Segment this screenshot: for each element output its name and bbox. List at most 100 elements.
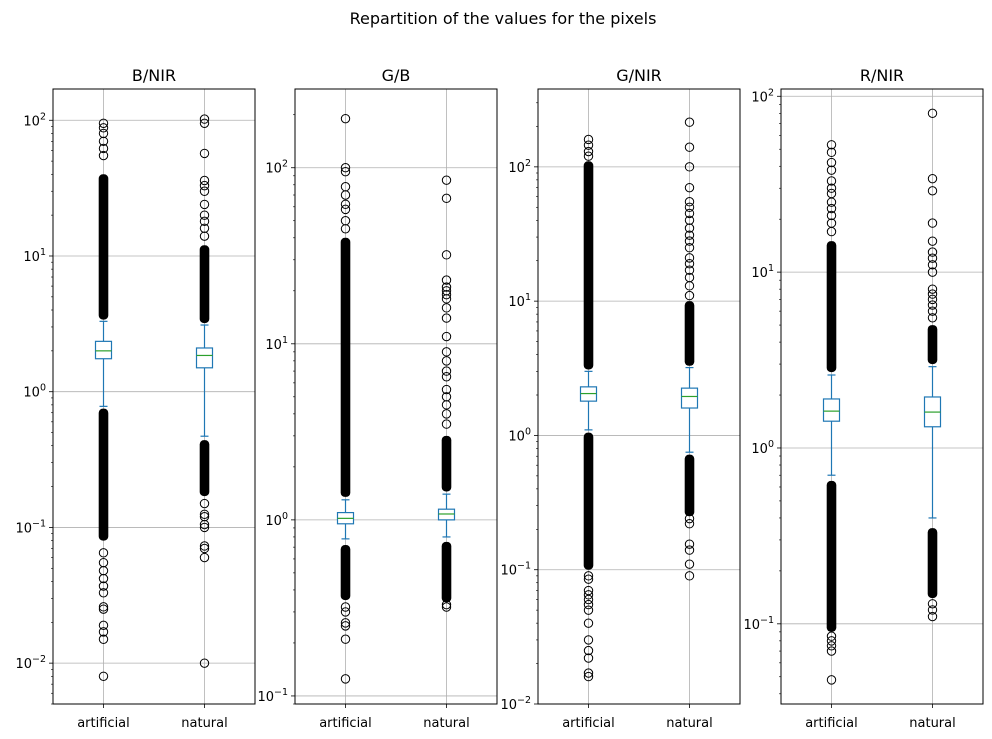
outlier-point — [340, 618, 351, 628]
outlier-point — [927, 236, 938, 246]
outlier-point — [684, 539, 695, 549]
y-tick-label: 100 — [23, 383, 46, 401]
outlier-band — [684, 454, 695, 517]
outlier-point — [927, 284, 938, 294]
outlier-point — [98, 573, 109, 584]
outlier-point — [199, 509, 210, 519]
y-tick-label: 10−2 — [15, 654, 46, 672]
outlier-point — [441, 282, 452, 292]
outlier-point — [98, 143, 109, 154]
outlier-point — [927, 218, 938, 228]
outlier-point — [826, 147, 837, 158]
y-tick-label: 10−1 — [257, 687, 288, 705]
outlier-point — [684, 162, 695, 172]
outlier-point — [340, 674, 351, 684]
outlier-point — [826, 646, 837, 656]
outlier-band — [927, 325, 938, 365]
outlier-point — [441, 275, 452, 285]
outlier-point — [98, 627, 109, 637]
panel-title: G/B — [382, 66, 411, 85]
outlier-point — [927, 173, 938, 184]
outlier-band — [340, 544, 351, 601]
outlier-point — [340, 113, 351, 124]
x-tick-label: natural — [181, 716, 227, 731]
y-tick-label: 101 — [508, 292, 531, 310]
x-tick-label: artificial — [319, 716, 372, 731]
chart-panel: G/B 10−1 100 101 102 artificial natural — [257, 66, 498, 731]
outlier-point — [199, 511, 210, 522]
panel-title: R/NIR — [860, 66, 904, 85]
outlier-point — [826, 675, 837, 685]
outlier-point — [340, 602, 351, 612]
outlier-point — [927, 253, 938, 263]
outlier-point — [684, 215, 695, 225]
box-iqr — [94, 340, 113, 360]
outlier-band — [199, 245, 210, 324]
y-tick-label: 100 — [508, 426, 531, 444]
outlier-point — [199, 175, 210, 186]
y-tick-label: 10−1 — [500, 561, 531, 579]
outlier-point — [340, 182, 351, 192]
outlier-point — [441, 419, 452, 429]
axes-frame — [294, 88, 498, 705]
outlier-point — [826, 641, 837, 651]
outlier-point — [684, 117, 695, 127]
outlier-point — [583, 146, 594, 157]
outlier-point — [441, 409, 452, 419]
outlier-point — [340, 621, 351, 631]
outlier-point — [199, 541, 210, 551]
outlier-point — [441, 347, 452, 357]
outlier-point — [340, 166, 351, 177]
outlier-point — [98, 136, 109, 146]
outlier-point — [441, 286, 452, 296]
outlier-point — [684, 519, 695, 529]
outlier-point — [927, 260, 938, 270]
outlier-point — [98, 671, 109, 681]
x-tick-label: natural — [423, 716, 469, 731]
outlier-point — [583, 653, 594, 663]
outlier-point — [199, 216, 210, 227]
outlier-point — [199, 180, 210, 191]
outlier-band — [340, 237, 351, 497]
outlier-point — [441, 175, 452, 185]
outlier-point — [684, 272, 695, 283]
outlier-point — [684, 230, 695, 240]
outlier-point — [583, 571, 594, 581]
outlier-point — [927, 186, 938, 196]
y-tick-label: 100 — [265, 511, 288, 529]
y-tick-label: 102 — [751, 87, 774, 105]
outlier-point — [199, 231, 210, 241]
outlier-point — [98, 150, 109, 161]
outlier-point — [927, 605, 938, 615]
outlier-point — [684, 197, 695, 207]
outlier-point — [826, 188, 837, 199]
outlier-point — [98, 557, 109, 568]
outlier-point — [199, 114, 210, 124]
outlier-point — [98, 620, 109, 631]
outlier-point — [826, 176, 837, 186]
chart-panel: R/NIR 10−1 100 101 102 artificial natural — [743, 66, 984, 731]
outlier-band — [684, 301, 695, 366]
outlier-point — [927, 267, 938, 277]
outlier-point — [684, 265, 695, 275]
y-tick-label: 10−2 — [500, 695, 531, 713]
y-tick-label: 101 — [751, 263, 774, 281]
outlier-point — [927, 247, 938, 257]
outlier-band — [98, 408, 109, 541]
outlier-point — [98, 128, 109, 139]
box-iqr — [822, 398, 841, 422]
outlier-band — [199, 440, 210, 497]
outlier-point — [583, 668, 594, 678]
outlier-point — [826, 218, 837, 228]
outlier-point — [684, 259, 695, 269]
outlier-point — [98, 581, 109, 591]
outlier-point — [684, 202, 695, 212]
outlier-band — [927, 528, 938, 599]
outlier-point — [441, 392, 452, 402]
outlier-point — [583, 585, 594, 596]
outlier-point — [684, 290, 695, 301]
y-tick-label: 102 — [508, 158, 531, 176]
x-tick-label: artificial — [77, 716, 130, 731]
outlier-band — [441, 541, 452, 603]
